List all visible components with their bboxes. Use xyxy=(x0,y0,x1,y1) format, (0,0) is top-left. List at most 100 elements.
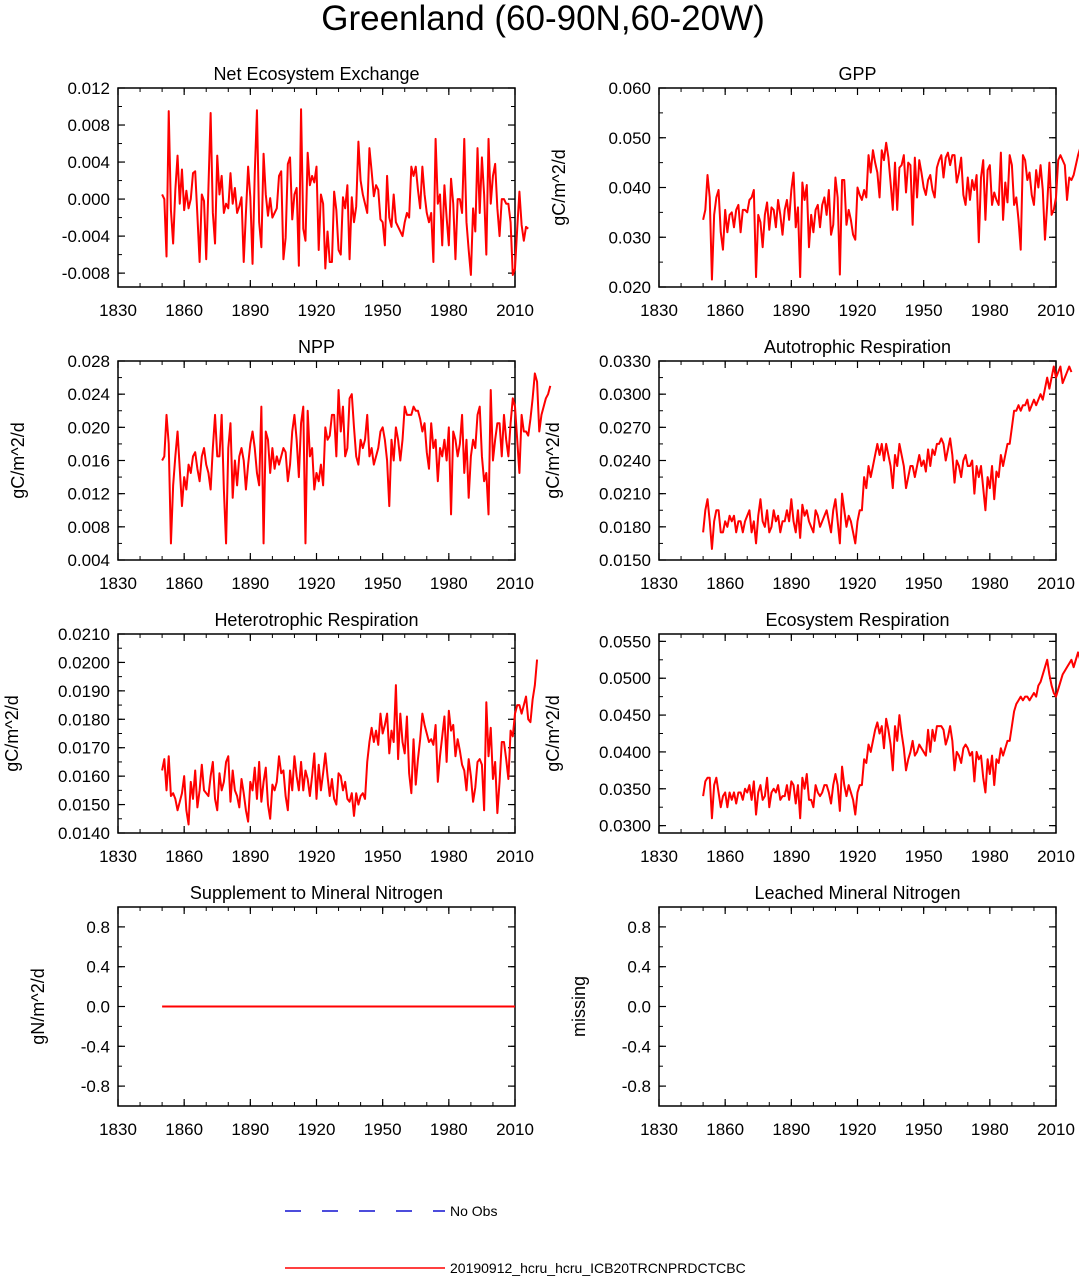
x-tick-label: 1950 xyxy=(905,301,943,320)
plot-frame xyxy=(658,906,1057,1107)
y-tick-label: 0.0150 xyxy=(599,551,651,570)
x-tick-label: 1830 xyxy=(99,847,137,866)
y-tick-label: -0.008 xyxy=(62,264,110,283)
x-tick-label: 2010 xyxy=(496,301,534,320)
x-tick-label: 1890 xyxy=(231,574,269,593)
x-tick-label: 1890 xyxy=(231,847,269,866)
panel-autotrophic-respiration: Autotrophic Respiration 1830 1860 1890 1920 1… xyxy=(543,337,1075,593)
x-tick-label: 1980 xyxy=(971,847,1009,866)
x-tick-label: 1860 xyxy=(706,574,744,593)
y-axis-label: gC/m^2/d xyxy=(543,695,563,771)
x-tick-label: 2010 xyxy=(1037,847,1075,866)
y-tick-label: 0.0180 xyxy=(58,710,110,729)
x-tick-label: 1890 xyxy=(772,1120,810,1139)
y-tick-label: 0.028 xyxy=(67,352,110,371)
x-tick-label: 1860 xyxy=(706,847,744,866)
y-tick-label: 0.060 xyxy=(608,79,651,98)
panel-title: Supplement to Mineral Nitrogen xyxy=(190,883,443,903)
y-tick-label: 0.0210 xyxy=(58,625,110,644)
legend: No Obs 20190912_hcru_hcru_ICB20TRCNPRDCT… xyxy=(285,1203,746,1276)
y-tick-label: 0.008 xyxy=(67,116,110,135)
x-tick-label: 1860 xyxy=(706,301,744,320)
series-line-npp xyxy=(161,372,552,545)
x-tick-label: 1950 xyxy=(905,847,943,866)
series-line-ecosystem-respiration xyxy=(702,651,1079,820)
x-tick-label: 1980 xyxy=(971,574,1009,593)
y-tick-label: 0.000 xyxy=(67,190,110,209)
x-tick-label: 1860 xyxy=(165,574,203,593)
x-tick-label: 1920 xyxy=(839,574,877,593)
x-tick-label: 1890 xyxy=(772,301,810,320)
y-tick-label: 0.024 xyxy=(67,385,110,404)
plot-frame xyxy=(117,360,516,561)
series-line-gpp xyxy=(702,141,1079,281)
x-tick-label: 2010 xyxy=(496,847,534,866)
panel-net-ecosystem-exchange: Net Ecosystem Exchange 1830 1860 1890 1920 19… xyxy=(62,64,534,320)
y-tick-label: -0.8 xyxy=(81,1077,110,1096)
y-tick-label: -0.4 xyxy=(622,1037,651,1056)
panel-ecosystem-respiration: Ecosystem Respiration 1830 1860 1890 1920 195… xyxy=(543,610,1079,866)
y-tick-label: 0.0210 xyxy=(599,485,651,504)
x-tick-label: 1830 xyxy=(640,847,678,866)
x-tick-label: 2010 xyxy=(496,574,534,593)
x-tick-label: 1920 xyxy=(298,301,336,320)
series-line-autotrophic-respiration xyxy=(702,365,1073,550)
y-tick-label: 0.0350 xyxy=(599,780,651,799)
x-tick-label: 1830 xyxy=(99,1120,137,1139)
y-tick-label: 0.0160 xyxy=(58,767,110,786)
y-tick-label: 0.012 xyxy=(67,485,110,504)
panel-supplement-to-mineral-nitrogen: Supplement to Mineral Nitrogen 1830 1860 18… xyxy=(28,883,534,1139)
y-tick-label: 0.0190 xyxy=(58,682,110,701)
x-tick-label: 1890 xyxy=(772,574,810,593)
y-tick-label: 0.012 xyxy=(67,79,110,98)
x-tick-label: 1860 xyxy=(706,1120,744,1139)
y-tick-label: -0.004 xyxy=(62,227,110,246)
y-tick-label: 0.4 xyxy=(86,958,110,977)
y-tick-label: 0.0200 xyxy=(58,653,110,672)
x-tick-label: 2010 xyxy=(1037,1120,1075,1139)
x-tick-label: 1920 xyxy=(298,847,336,866)
y-tick-label: -0.8 xyxy=(622,1077,651,1096)
x-tick-label: 1920 xyxy=(839,1120,877,1139)
series-line-net-ecosystem-exchange xyxy=(161,108,529,276)
x-tick-label: 1950 xyxy=(364,847,402,866)
y-tick-label: 0.8 xyxy=(627,918,651,937)
x-tick-label: 1830 xyxy=(99,301,137,320)
panel-title: NPP xyxy=(298,337,335,357)
x-tick-label: 1980 xyxy=(430,574,468,593)
y-axis-label: gC/m^2/d xyxy=(543,422,563,498)
x-tick-label: 1860 xyxy=(165,847,203,866)
y-tick-label: 0.030 xyxy=(608,228,651,247)
y-tick-label: 0.0330 xyxy=(599,352,651,371)
y-tick-label: 0.040 xyxy=(608,179,651,198)
y-tick-label: 0.0150 xyxy=(58,796,110,815)
x-tick-label: 1890 xyxy=(772,847,810,866)
x-tick-label: 1830 xyxy=(640,301,678,320)
y-tick-label: 0.016 xyxy=(67,452,110,471)
y-tick-label: 0.0240 xyxy=(599,452,651,471)
y-tick-label: 0.0450 xyxy=(599,706,651,725)
y-tick-label: 0.0 xyxy=(627,998,651,1017)
y-tick-label: 0.4 xyxy=(627,958,651,977)
panel-gpp: GPP 1830 1860 1890 1920 1950 1980 2010 0.060 0.05… xyxy=(549,64,1079,320)
plot-frame xyxy=(658,633,1057,834)
panel-title: GPP xyxy=(838,64,876,84)
x-tick-label: 1830 xyxy=(99,574,137,593)
figure-title: Greenland (60-90N,60-20W) xyxy=(321,0,765,38)
panel-title: Leached Mineral Nitrogen xyxy=(754,883,960,903)
panel-leached-mineral-nitrogen: Leached Mineral Nitrogen 1830 1860 1890 1920… xyxy=(569,883,1075,1139)
x-tick-label: 1980 xyxy=(430,847,468,866)
panel-title: Net Ecosystem Exchange xyxy=(213,64,419,84)
x-tick-label: 2010 xyxy=(1037,301,1075,320)
x-tick-label: 1920 xyxy=(839,847,877,866)
y-tick-label: 0.004 xyxy=(67,153,110,172)
y-tick-label: 0.0270 xyxy=(599,418,651,437)
y-tick-label: 0.020 xyxy=(608,278,651,297)
x-tick-label: 1980 xyxy=(971,1120,1009,1139)
panels-container: Net Ecosystem Exchange 1830 1860 1890 1920 19… xyxy=(2,64,1079,1139)
x-tick-label: 1860 xyxy=(165,1120,203,1139)
x-tick-label: 1830 xyxy=(640,1120,678,1139)
y-tick-label: 0.8 xyxy=(86,918,110,937)
panel-title: Heterotrophic Respiration xyxy=(214,610,418,630)
x-tick-label: 1860 xyxy=(165,301,203,320)
